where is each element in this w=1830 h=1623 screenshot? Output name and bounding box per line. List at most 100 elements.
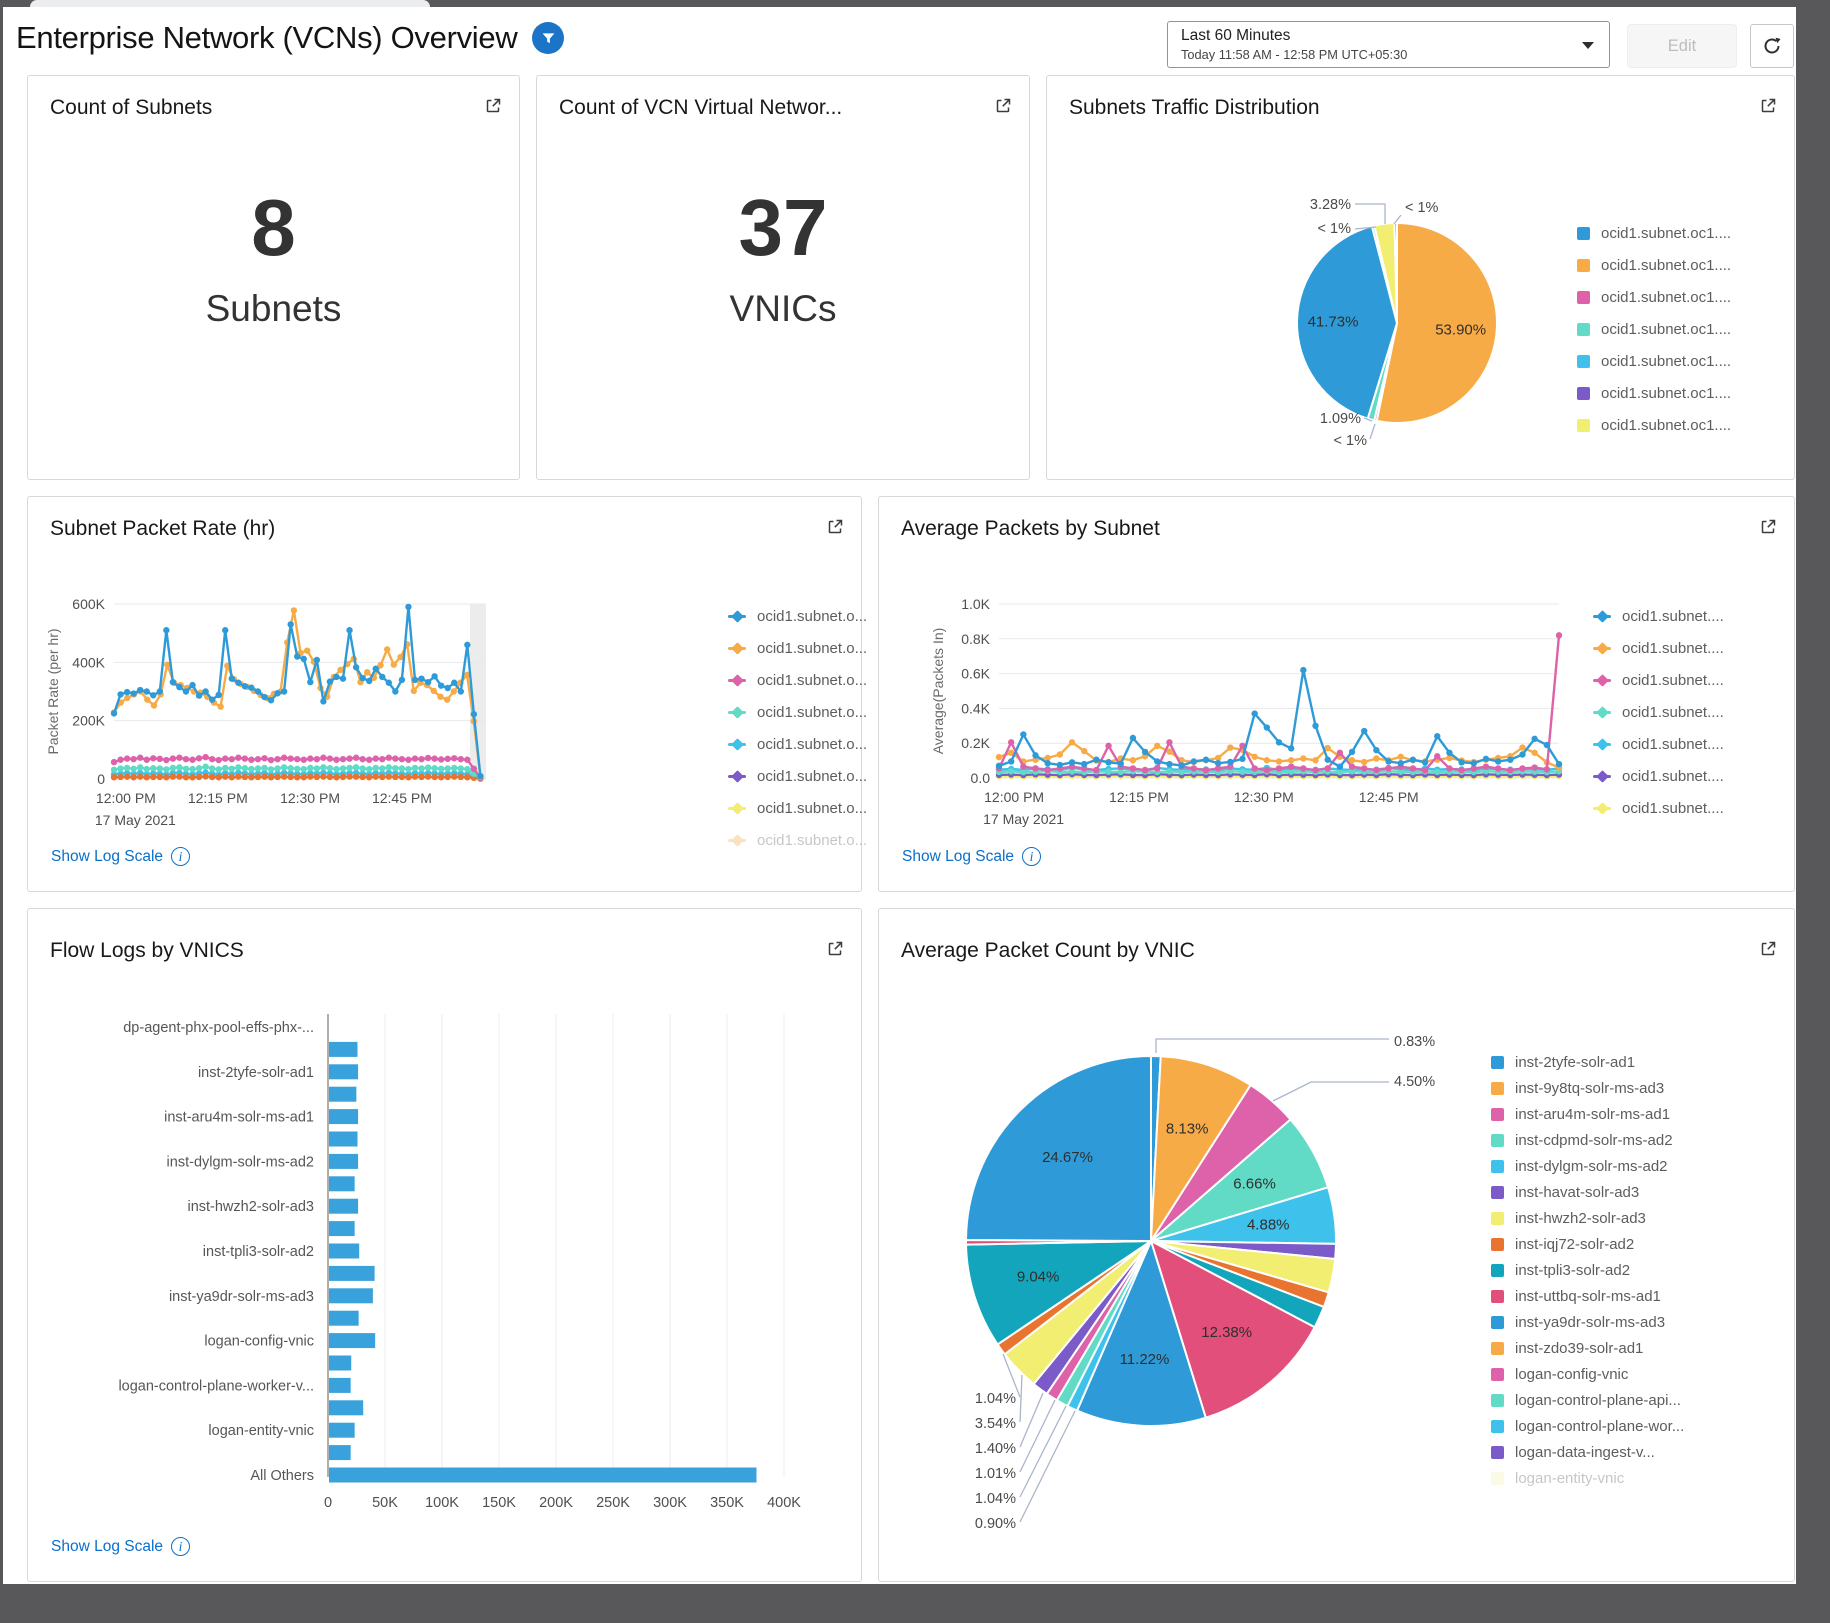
- legend-item[interactable]: inst-aru4m-solr-ms-ad1: [1491, 1101, 1684, 1127]
- diamond-marker-icon: [1593, 801, 1611, 815]
- legend-item[interactable]: ocid1.subnet.oc1....: [1577, 345, 1731, 377]
- svg-text:8.13%: 8.13%: [1166, 1120, 1209, 1137]
- svg-text:< 1%: < 1%: [1318, 221, 1352, 237]
- svg-text:12:45 PM: 12:45 PM: [372, 790, 432, 806]
- legend-label: inst-zdo39-solr-ad1: [1515, 1339, 1644, 1357]
- legend-item[interactable]: ocid1.subnet.oc1....: [1577, 281, 1731, 313]
- legend-item[interactable]: ocid1.subnet.o...: [728, 600, 867, 632]
- legend-item[interactable]: ocid1.subnet.oc1....: [1577, 377, 1731, 409]
- svg-text:6.66%: 6.66%: [1233, 1176, 1276, 1193]
- legend-item[interactable]: ocid1.subnet.oc1....: [1577, 249, 1731, 281]
- legend-label: ocid1.subnet.o...: [757, 607, 868, 625]
- square-marker-icon: [1491, 1341, 1504, 1355]
- time-range-dropdown[interactable]: Last 60 Minutes Today 11:58 AM - 12:58 P…: [1167, 21, 1610, 68]
- legend-item[interactable]: inst-iqj72-solr-ad2: [1491, 1231, 1684, 1257]
- legend-item[interactable]: inst-cdpmd-solr-ms-ad2: [1491, 1127, 1684, 1153]
- page-title: Enterprise Network (VCNs) Overview: [16, 20, 518, 55]
- legend-item[interactable]: ocid1.subnet.o...: [728, 632, 867, 664]
- svg-text:12:45 PM: 12:45 PM: [1359, 789, 1419, 805]
- window-frame-bottom: [0, 1584, 1830, 1623]
- legend-item[interactable]: ocid1.subnet.o...: [728, 728, 867, 760]
- legend-item[interactable]: ocid1.subnet.oc1....: [1577, 409, 1731, 441]
- svg-text:0.83%: 0.83%: [1394, 1034, 1435, 1050]
- svg-text:logan-control-plane-worker-v..: logan-control-plane-worker-v...: [118, 1378, 314, 1394]
- legend-item[interactable]: ocid1.subnet.o...: [728, 696, 867, 728]
- external-link-icon[interactable]: [825, 517, 845, 542]
- svg-text:0: 0: [324, 1495, 332, 1511]
- square-marker-icon: [1491, 1367, 1504, 1381]
- external-link-icon[interactable]: [993, 96, 1013, 121]
- legend-label: logan-control-plane-api...: [1515, 1391, 1681, 1409]
- legend-item[interactable]: inst-ya9dr-solr-ms-ad3: [1491, 1309, 1684, 1335]
- legend-item[interactable]: inst-havat-solr-ad3: [1491, 1179, 1684, 1205]
- external-link-icon[interactable]: [1758, 96, 1778, 121]
- info-icon[interactable]: [171, 847, 191, 866]
- legend-label: ocid1.subnet.o...: [757, 735, 868, 753]
- legend-item[interactable]: inst-9y8tq-solr-ms-ad3: [1491, 1075, 1684, 1101]
- legend-item[interactable]: inst-zdo39-solr-ad1: [1491, 1335, 1684, 1361]
- external-link-icon[interactable]: [483, 96, 503, 121]
- legend-label: inst-cdpmd-solr-ms-ad2: [1515, 1131, 1673, 1149]
- window-frame-top: [0, 0, 1830, 7]
- svg-text:1.01%: 1.01%: [975, 1466, 1016, 1482]
- diamond-marker-icon: [728, 833, 746, 847]
- legend-item[interactable]: inst-uttbq-solr-ms-ad1: [1491, 1283, 1684, 1309]
- refresh-button[interactable]: [1750, 24, 1794, 68]
- info-icon[interactable]: [171, 1537, 191, 1556]
- legend-label: ocid1.subnet.o...: [757, 767, 868, 785]
- legend-label: logan-control-plane-wor...: [1515, 1417, 1685, 1435]
- show-log-scale-link[interactable]: Show Log Scale: [51, 847, 191, 866]
- legend-item[interactable]: ocid1.subnet....: [1593, 664, 1724, 696]
- diamond-marker-icon: [728, 801, 746, 815]
- svg-text:200K: 200K: [539, 1495, 573, 1511]
- show-log-scale-link[interactable]: Show Log Scale: [51, 1537, 191, 1556]
- legend-item[interactable]: logan-entity-vnic: [1491, 1465, 1684, 1491]
- diamond-marker-icon: [1593, 641, 1611, 655]
- diamond-marker-icon: [728, 705, 746, 719]
- legend-item[interactable]: logan-config-vnic: [1491, 1361, 1684, 1387]
- external-link-icon[interactable]: [825, 939, 845, 964]
- scrollbar-track[interactable]: [1796, 0, 1830, 1623]
- square-marker-icon: [1491, 1289, 1504, 1303]
- legend-item[interactable]: ocid1.subnet....: [1593, 728, 1724, 760]
- svg-text:1.04%: 1.04%: [975, 1491, 1016, 1507]
- legend-item[interactable]: logan-data-ingest-v...: [1491, 1439, 1684, 1465]
- card-title: Flow Logs by VNICS: [50, 939, 244, 962]
- diamond-marker-icon: [1593, 705, 1611, 719]
- legend-item[interactable]: logan-control-plane-api...: [1491, 1387, 1684, 1413]
- card-count-of-subnets: Count of Subnets 8 Subnets: [27, 75, 520, 480]
- square-marker-icon: [1491, 1081, 1504, 1095]
- legend-item[interactable]: ocid1.subnet....: [1593, 632, 1724, 664]
- legend-item[interactable]: ocid1.subnet....: [1593, 760, 1724, 792]
- info-icon[interactable]: [1022, 847, 1042, 866]
- card-subnets-traffic-distribution: Subnets Traffic Distribution 53.90% 41.73…: [1046, 75, 1795, 480]
- legend-label: ocid1.subnet....: [1622, 703, 1724, 721]
- svg-text:50K: 50K: [372, 1495, 398, 1511]
- svg-text:< 1%: < 1%: [1334, 433, 1368, 449]
- diamond-marker-icon: [1593, 737, 1611, 751]
- legend-item[interactable]: ocid1.subnet.o...: [728, 824, 867, 856]
- legend-item[interactable]: ocid1.subnet.o...: [728, 792, 867, 824]
- legend-item[interactable]: logan-control-plane-wor...: [1491, 1413, 1684, 1439]
- legend-item[interactable]: inst-tpli3-solr-ad2: [1491, 1257, 1684, 1283]
- legend-item[interactable]: ocid1.subnet....: [1593, 696, 1724, 728]
- flow-logs-bar-chart: 0 50K 100K 150K 200K 250K 300K 350K 400K dp-agent…: [118, 1014, 801, 1511]
- legend-item[interactable]: ocid1.subnet....: [1593, 792, 1724, 824]
- legend-item[interactable]: ocid1.subnet.oc1....: [1577, 217, 1731, 249]
- edit-button[interactable]: Edit: [1627, 24, 1737, 68]
- svg-text:11.22%: 11.22%: [1120, 1351, 1170, 1368]
- svg-text:12.38%: 12.38%: [1201, 1324, 1252, 1341]
- external-link-icon[interactable]: [1758, 939, 1778, 964]
- square-marker-icon: [1491, 1419, 1504, 1433]
- filter-icon[interactable]: [532, 22, 565, 54]
- legend-item[interactable]: inst-dylgm-solr-ms-ad2: [1491, 1153, 1684, 1179]
- legend-item[interactable]: inst-hwzh2-solr-ad3: [1491, 1205, 1684, 1231]
- legend-item[interactable]: ocid1.subnet.o...: [728, 664, 867, 696]
- legend-item[interactable]: ocid1.subnet.o...: [728, 760, 867, 792]
- legend-item[interactable]: inst-2tyfe-solr-ad1: [1491, 1049, 1684, 1075]
- show-log-scale-link[interactable]: Show Log Scale: [902, 847, 1042, 866]
- svg-text:inst-hwzh2-solr-ad3: inst-hwzh2-solr-ad3: [187, 1199, 314, 1215]
- legend-item[interactable]: ocid1.subnet.oc1....: [1577, 313, 1731, 345]
- legend-item[interactable]: ocid1.subnet....: [1593, 600, 1724, 632]
- external-link-icon[interactable]: [1758, 517, 1778, 542]
